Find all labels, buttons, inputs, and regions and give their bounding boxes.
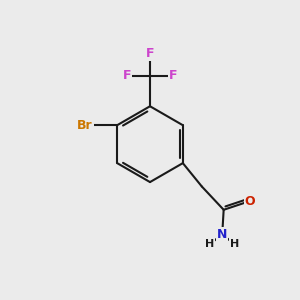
Text: H: H [205,239,214,249]
Text: F: F [169,69,178,82]
Text: Br: Br [77,119,93,132]
Text: O: O [244,194,255,208]
Text: F: F [146,47,154,60]
Text: F: F [122,69,131,82]
Text: N: N [217,228,227,241]
Text: H: H [230,239,239,249]
